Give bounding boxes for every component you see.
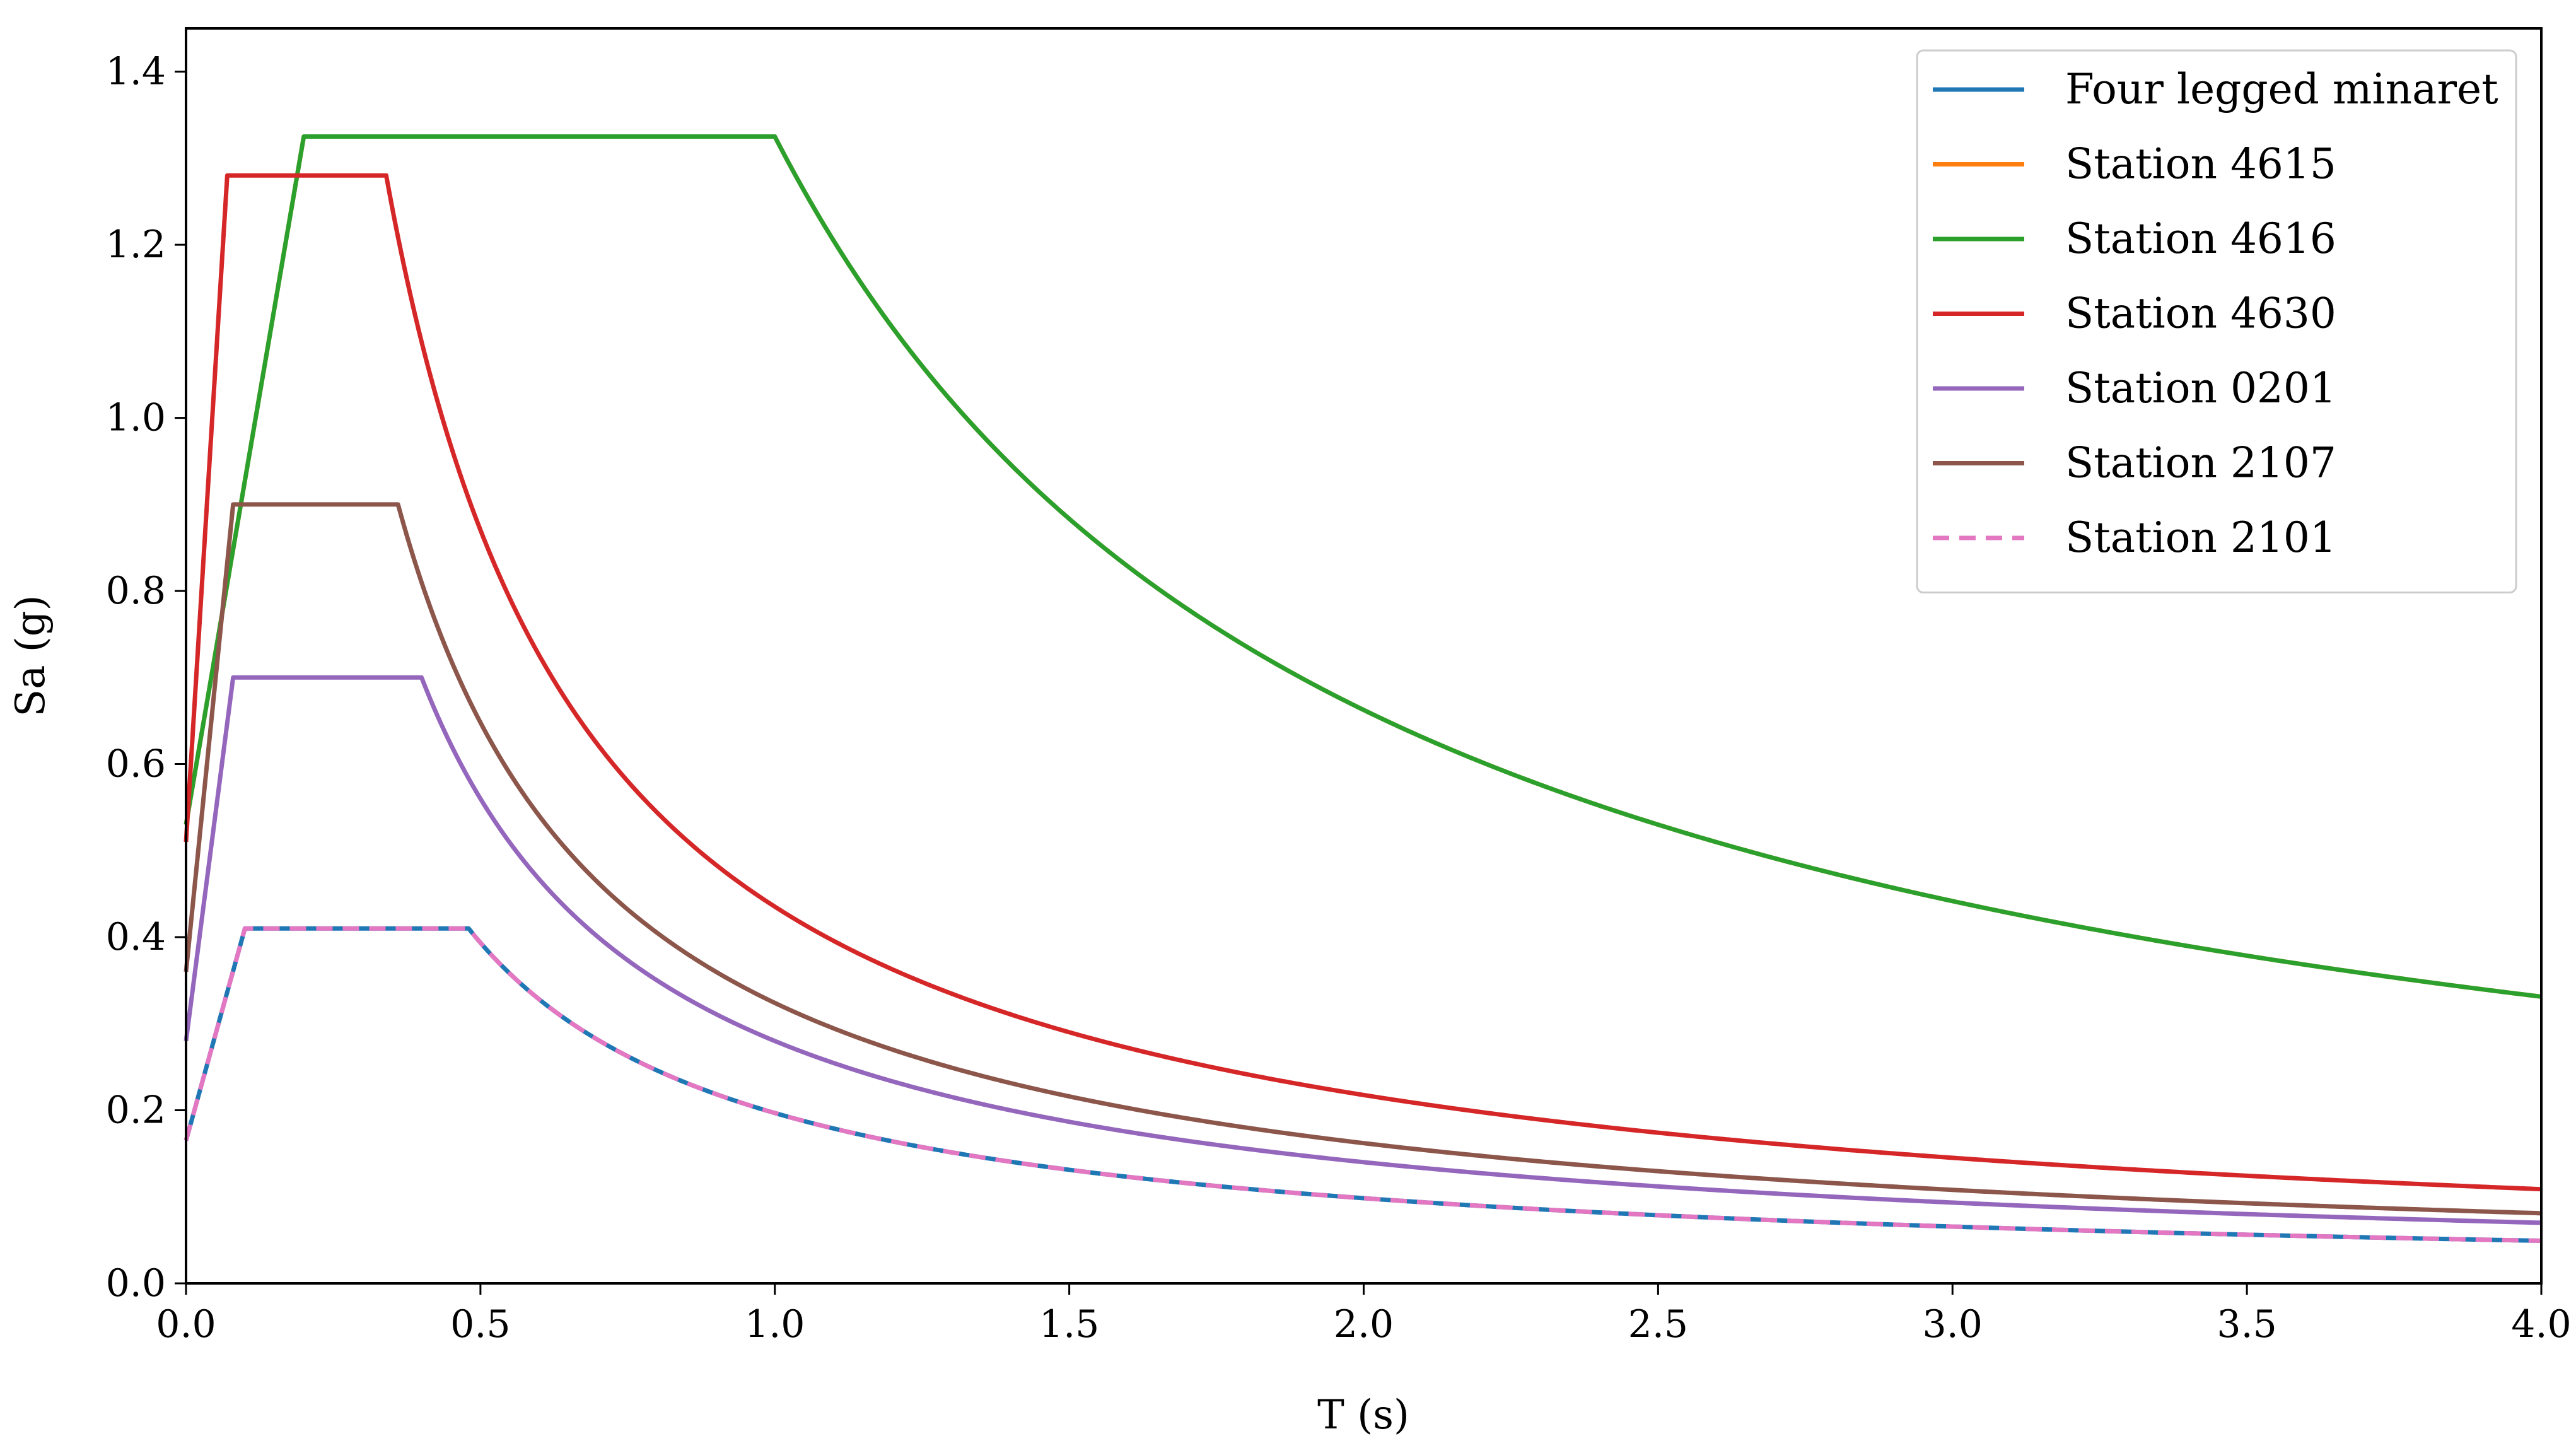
legend-label: Station 4630 — [2065, 289, 2336, 338]
series-line-station-2101 — [184, 926, 2542, 1243]
x-tick-label: 3.0 — [1923, 1302, 1983, 1346]
y-tick-label: 1.4 — [106, 50, 166, 94]
legend-label: Station 4615 — [2065, 140, 2336, 189]
y-tick-label: 0.8 — [106, 569, 166, 613]
series-line-station-0201 — [184, 675, 2542, 1225]
series-line-station-4616 — [184, 134, 2542, 999]
series-lines — [184, 134, 2542, 1243]
legend-label: Station 2107 — [2065, 439, 2336, 487]
y-tick-label: 0.0 — [106, 1261, 166, 1305]
series-line-station-2107 — [184, 502, 2542, 1216]
x-axis-title: T (s) — [1317, 1392, 1409, 1438]
y-tick-label: 1.0 — [106, 396, 166, 440]
x-tick-label: 1.0 — [745, 1302, 805, 1346]
y-axis-ticks: 0.0 0.2 0.4 0.6 0.8 1.0 1.2 1.4 — [106, 50, 186, 1305]
x-tick-label: 2.5 — [1628, 1302, 1688, 1346]
legend-label: Station 2101 — [2065, 513, 2336, 562]
x-tick-label: 2.0 — [1334, 1302, 1394, 1346]
x-tick-label: 4.0 — [2511, 1302, 2571, 1346]
legend-label: Four legged minaret — [2065, 65, 2498, 114]
x-tick-label: 0.5 — [450, 1302, 510, 1346]
y-tick-label: 0.6 — [106, 742, 166, 786]
y-tick-label: 0.4 — [106, 915, 166, 959]
series-line-four-legged-minaret — [184, 926, 2542, 1243]
x-tick-label: 0.0 — [156, 1302, 216, 1346]
legend-frame — [1916, 49, 2517, 593]
x-axis-ticks: 0.0 0.5 1.0 1.5 2.0 2.5 3.0 3.5 4.0 — [156, 1283, 2572, 1346]
legend-label: Station 4616 — [2065, 214, 2336, 263]
x-tick-label: 1.5 — [1039, 1302, 1099, 1346]
y-tick-label: 1.2 — [106, 223, 166, 267]
legend-label: Station 0201 — [2065, 364, 2336, 412]
y-tick-label: 0.2 — [106, 1088, 166, 1133]
series-line-station-4630 — [184, 173, 2542, 1192]
x-tick-label: 3.5 — [2217, 1302, 2276, 1346]
y-axis-title: Sa (g) — [8, 595, 54, 716]
legend: Four legged minaret Station 4615 Station 4… — [1916, 49, 2517, 593]
